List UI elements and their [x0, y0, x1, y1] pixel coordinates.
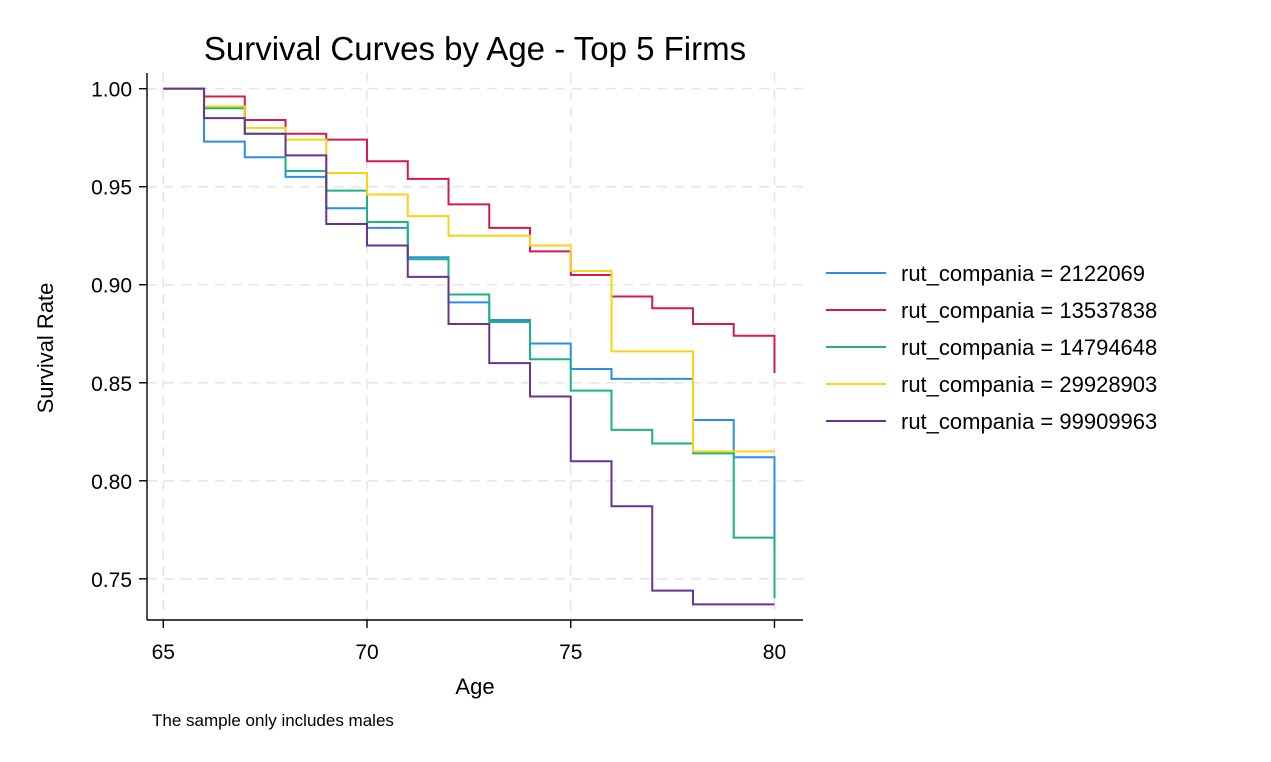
series-line-4 — [163, 87, 775, 453]
series-layer — [163, 87, 776, 606]
x-axis-title: Age — [455, 674, 494, 699]
legend-label: rut_compania = 99909963 — [901, 409, 1157, 434]
legend-label: rut_compania = 13537838 — [901, 298, 1157, 323]
y-tick-label: 1.00 — [91, 79, 132, 102]
series-line-5 — [163, 87, 775, 606]
x-tick-label: 65 — [152, 641, 175, 664]
sample-note: The sample only includes males — [152, 711, 394, 730]
y-tick-label: 0.85 — [91, 373, 132, 396]
y-axis-title: Survival Rate — [33, 283, 58, 414]
y-tick-label: 0.95 — [91, 177, 132, 200]
axis-layer: 65 70 75 80 0.75 0.80 0.85 0.90 0.95 1.00 — [91, 73, 803, 664]
series-line-2 — [163, 87, 776, 373]
series-line-1 — [163, 87, 776, 556]
chart-title: Survival Curves by Age - Top 5 Firms — [204, 30, 746, 67]
legend-label: rut_compania = 29928903 — [901, 372, 1157, 397]
y-tick-label: 0.75 — [91, 569, 132, 592]
series-line-3 — [163, 87, 776, 599]
x-tick-label: 70 — [355, 641, 378, 664]
x-tick-label: 75 — [559, 641, 582, 664]
legend-label: rut_compania = 2122069 — [901, 261, 1145, 286]
y-tick-label: 0.90 — [91, 275, 132, 298]
legend: rut_compania = 2122069 rut_compania = 135… — [826, 261, 1157, 434]
legend-label: rut_compania = 14794648 — [901, 335, 1157, 360]
y-tick-label: 0.80 — [91, 471, 132, 494]
x-tick-label: 80 — [763, 641, 786, 664]
